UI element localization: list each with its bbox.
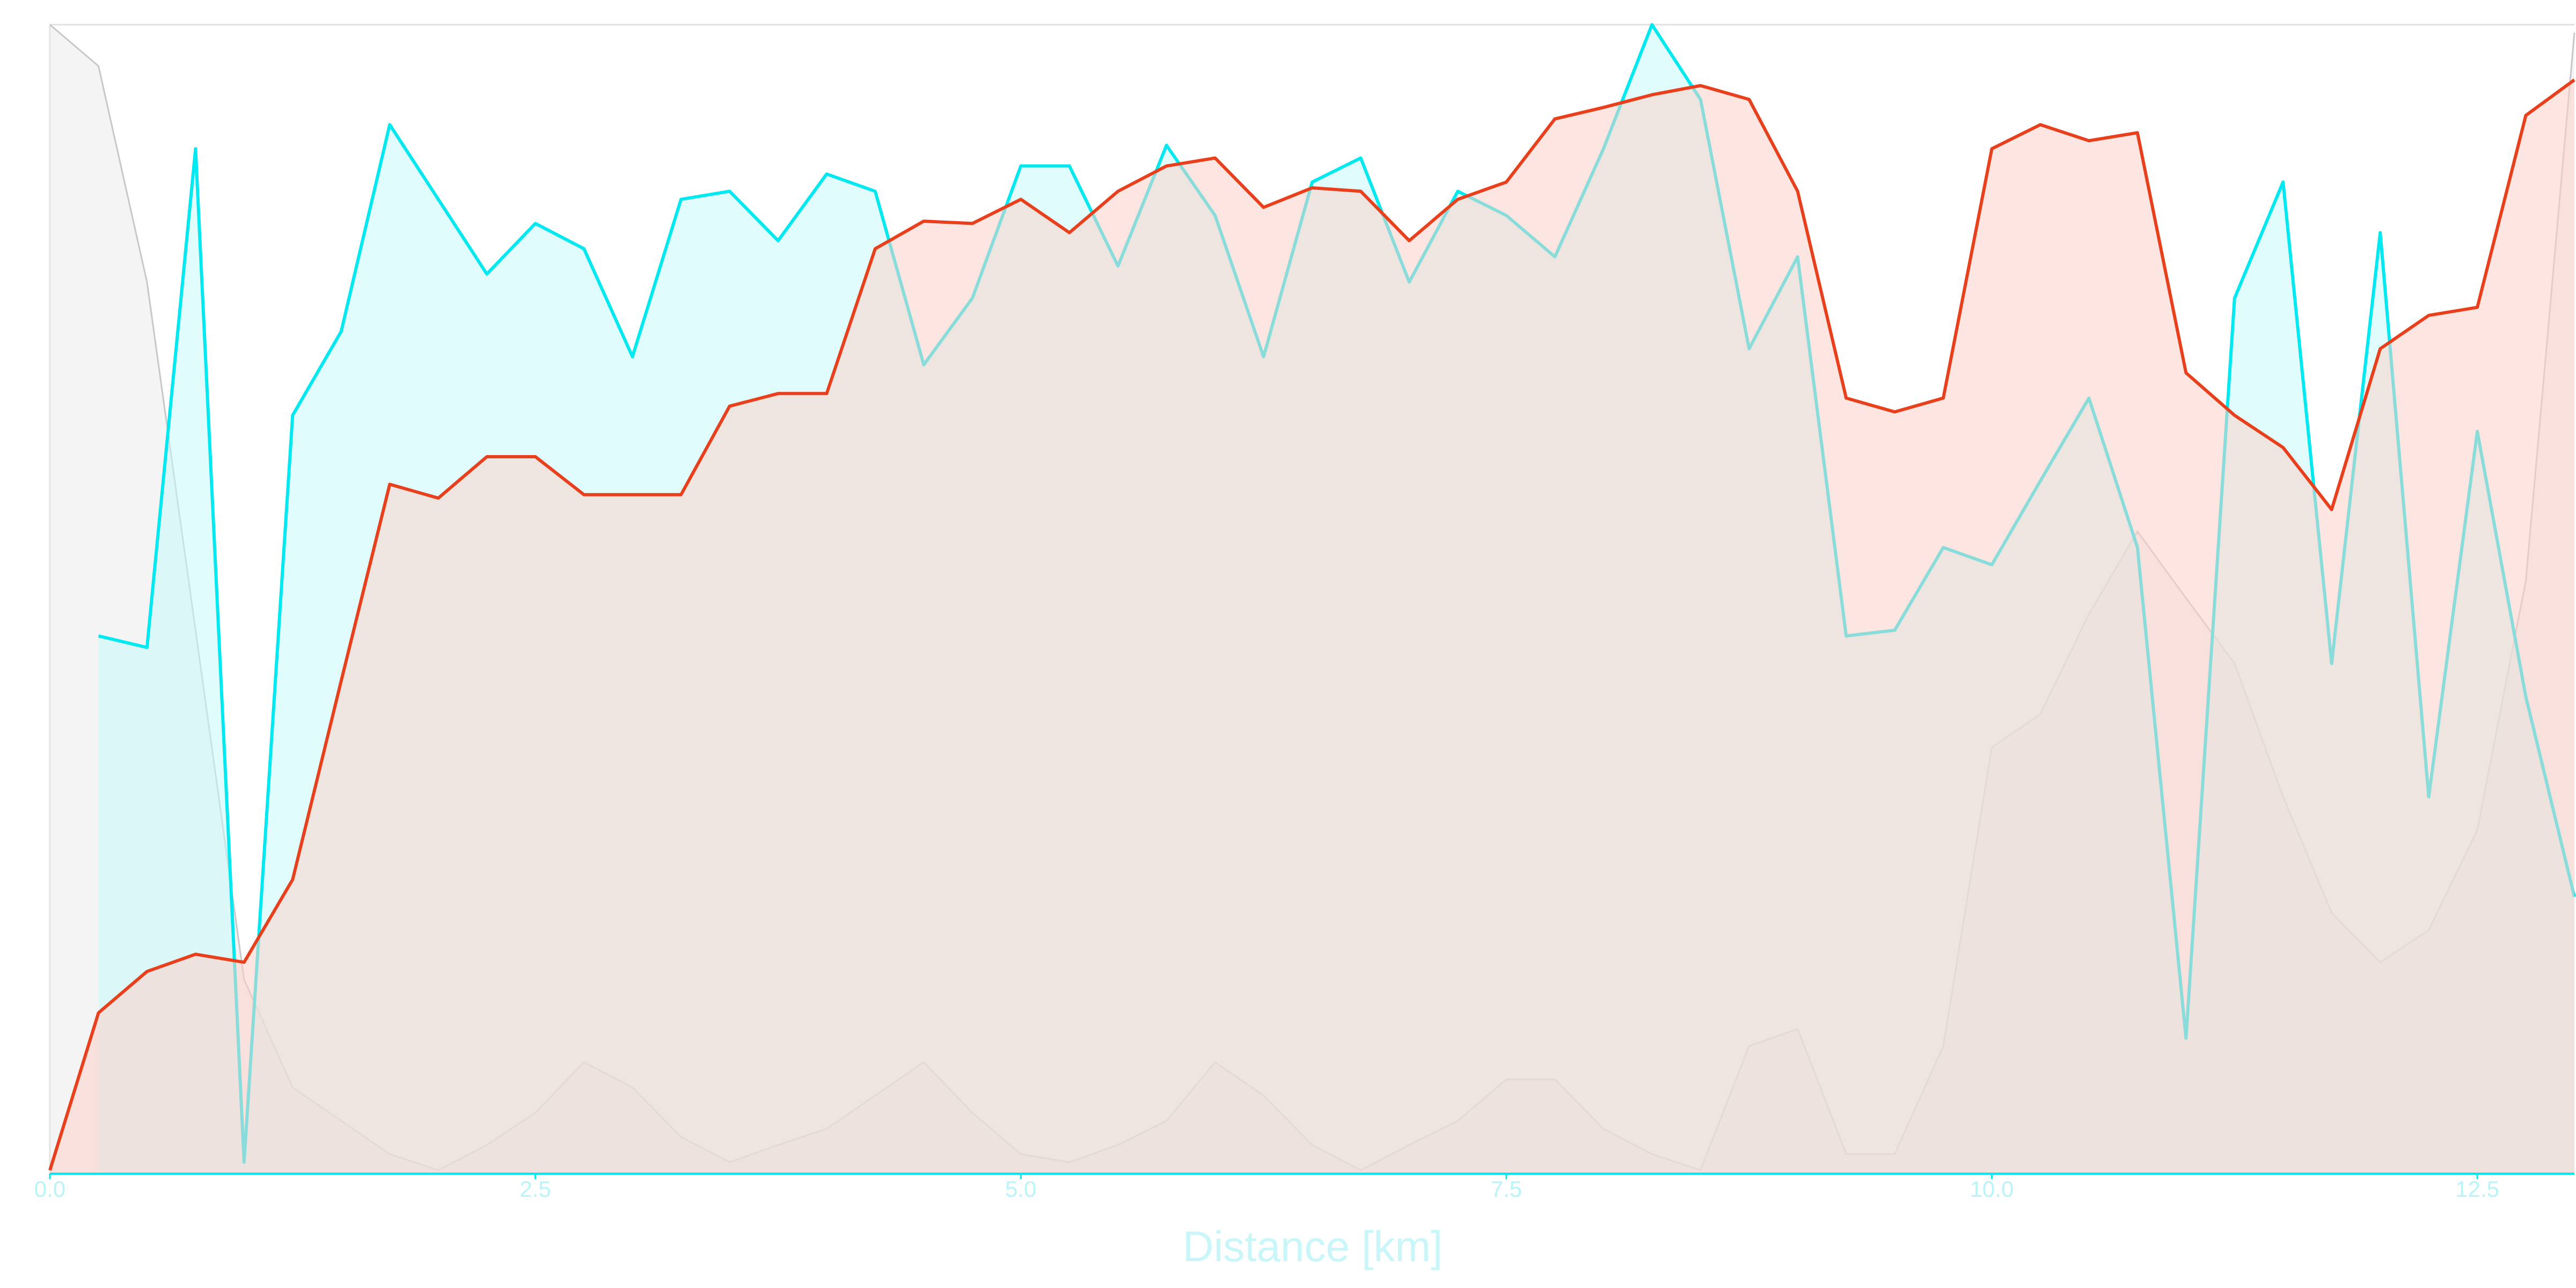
plot-area [48, 23, 2576, 1174]
x-tick-label: 10.0 [1970, 1176, 2014, 1202]
x-tick-label: 7.5 [1491, 1176, 1522, 1202]
x-tick-label: 12.5 [2455, 1176, 2499, 1202]
x-tick-label: 5.0 [1005, 1176, 1036, 1202]
x-tick-label: 2.5 [519, 1176, 551, 1202]
line [48, 78, 2575, 1171]
x-tick-label: 0.0 [34, 1176, 65, 1202]
area-fill [50, 79, 2574, 1174]
x-axis-label: Distance [km] [1183, 1223, 1443, 1270]
